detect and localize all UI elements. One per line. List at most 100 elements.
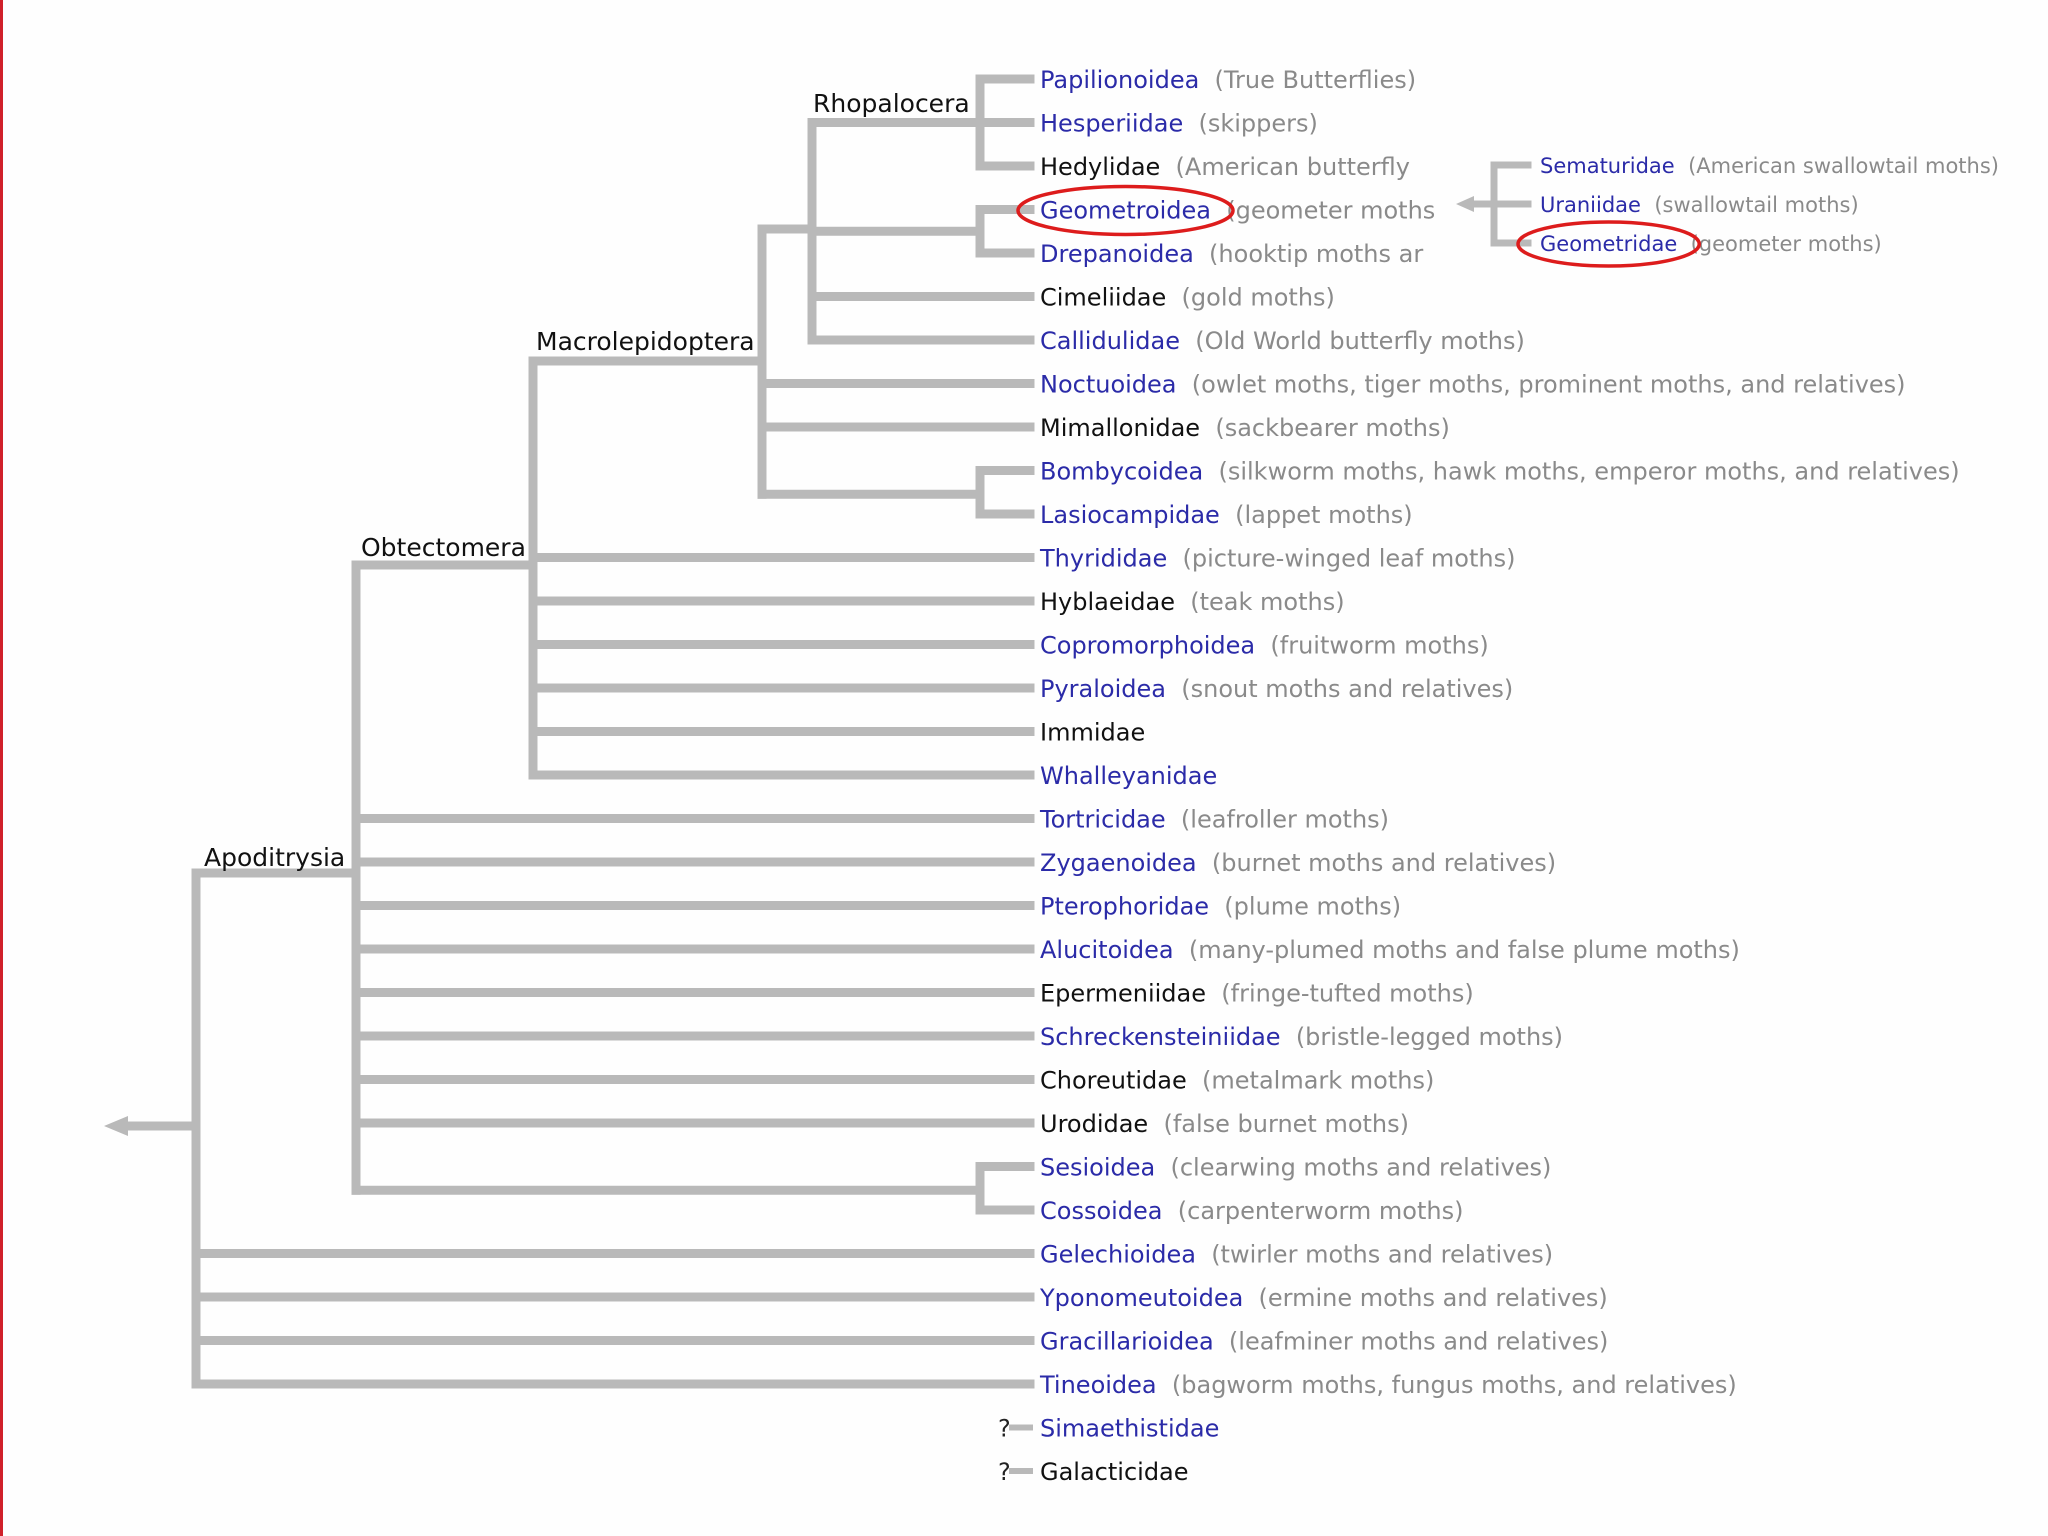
inset-taxon-label-geometridae[interactable]: Geometridae (geometer moths)	[1540, 232, 1882, 256]
taxon-description: (American butterfly	[1160, 153, 1410, 181]
taxon-description: (True Butterflies)	[1199, 66, 1416, 94]
inset-taxon-label-uraniidae[interactable]: Uraniidae (swallowtail moths)	[1540, 193, 1859, 217]
taxon-description: (lappet moths)	[1220, 501, 1413, 529]
taxon-name: Hyblaeidae	[1040, 588, 1175, 616]
taxon-name[interactable]: Drepanoidea	[1040, 240, 1194, 268]
taxon-name[interactable]: Pterophoridae	[1040, 893, 1209, 921]
taxon-description: (twirler moths and relatives)	[1196, 1241, 1553, 1269]
taxon-description: (plume moths)	[1209, 893, 1401, 921]
inset-taxon-name[interactable]: Uraniidae	[1540, 193, 1641, 217]
taxon-name: Immidae	[1040, 719, 1145, 747]
taxon-label-papilionoidea[interactable]: Papilionoidea (True Butterflies)	[1040, 66, 1416, 94]
taxon-description: (bagworm moths, fungus moths, and relati…	[1157, 1371, 1737, 1399]
clade-label-obtectomera: Obtectomera	[361, 533, 526, 562]
inset-taxon-label-sematuridae[interactable]: Sematuridae (American swallowtail moths)	[1540, 154, 1999, 178]
taxon-label-copromorphoidea[interactable]: Copromorphoidea (fruitworm moths)	[1040, 632, 1489, 660]
taxon-name[interactable]: Alucitoidea	[1040, 936, 1174, 964]
taxon-label-cossoidea[interactable]: Cossoidea (carpenterworm moths)	[1040, 1197, 1463, 1225]
clade-label-macrolepidoptera: Macrolepidoptera	[536, 327, 755, 356]
taxon-description: (snout moths and relatives)	[1166, 675, 1513, 703]
taxon-name[interactable]: Sesioidea	[1040, 1154, 1155, 1182]
taxon-name[interactable]: Geometroidea	[1040, 197, 1211, 225]
taxon-description: (silkworm moths, hawk moths, emperor mot…	[1203, 458, 1959, 486]
taxon-name[interactable]: Thyrididae	[1039, 545, 1167, 573]
taxon-label-tineoidea[interactable]: Tineoidea (bagworm moths, fungus moths, …	[1039, 1371, 1737, 1399]
taxon-label-callidulidae[interactable]: Callidulidae (Old World butterfly moths)	[1040, 327, 1525, 355]
taxon-description: (owlet moths, tiger moths, prominent mot…	[1177, 371, 1906, 399]
taxon-name[interactable]: Cossoidea	[1040, 1197, 1163, 1225]
taxon-label-immidae: Immidae	[1040, 719, 1145, 747]
taxon-name[interactable]: Papilionoidea	[1040, 66, 1199, 94]
taxon-name[interactable]: Noctuoidea	[1040, 371, 1177, 399]
taxon-label-bombycoidea[interactable]: Bombycoidea (silkworm moths, hawk moths,…	[1040, 458, 1960, 486]
taxon-name[interactable]: Simaethistidae	[1040, 1415, 1219, 1443]
taxon-label-sesioidea[interactable]: Sesioidea (clearwing moths and relatives…	[1040, 1154, 1551, 1182]
highlight-circle-geometridae	[1516, 220, 1701, 268]
taxon-label-whalleyanidae[interactable]: Whalleyanidae	[1040, 762, 1217, 790]
taxon-name[interactable]: Tineoidea	[1039, 1371, 1157, 1399]
page-left-border	[0, 0, 3, 1536]
taxon-name[interactable]: Bombycoidea	[1040, 458, 1203, 486]
inset-tree-branches	[1456, 161, 1532, 247]
taxon-description: (skippers)	[1183, 110, 1318, 138]
taxon-label-gracillarioidea[interactable]: Gracillarioidea (leafminer moths and rel…	[1040, 1328, 1608, 1356]
root-arrow-icon	[104, 1116, 128, 1136]
taxon-name: Choreutidae	[1040, 1067, 1187, 1095]
taxon-description: (carpenterworm moths)	[1163, 1197, 1464, 1225]
taxon-label-tortricidae[interactable]: Tortricidae (leafroller moths)	[1039, 806, 1389, 834]
taxon-name: Hedylidae	[1040, 153, 1160, 181]
highlight-circles	[1016, 184, 1701, 268]
taxon-label-drepanoidea[interactable]: Drepanoidea (hooktip moths ar	[1040, 240, 1423, 268]
taxon-name[interactable]: Hesperiidae	[1040, 110, 1183, 138]
taxon-label-mimallonidae: Mimallonidae (sackbearer moths)	[1040, 414, 1450, 442]
taxon-name[interactable]: Zygaenoidea	[1040, 849, 1197, 877]
taxon-name[interactable]: Gracillarioidea	[1040, 1328, 1214, 1356]
taxon-name: Mimallonidae	[1040, 414, 1200, 442]
taxa-labels: Papilionoidea (True Butterflies) Hesperii…	[998, 66, 1960, 1486]
taxon-label-alucitoidea[interactable]: Alucitoidea (many-plumed moths and false…	[1040, 936, 1740, 964]
taxon-description: (picture-winged leaf moths)	[1167, 545, 1515, 573]
taxon-description: (gold moths)	[1166, 284, 1335, 312]
taxon-description: (geometer moths	[1211, 197, 1435, 225]
taxon-label-pyraloidea[interactable]: Pyraloidea (snout moths and relatives)	[1040, 675, 1513, 703]
taxon-label-thyrididae[interactable]: Thyrididae (picture-winged leaf moths)	[1039, 545, 1515, 573]
taxon-description: (burnet moths and relatives)	[1197, 849, 1557, 877]
taxon-label-schreckensteiniidae[interactable]: Schreckensteiniidae (bristle-legged moth…	[1040, 1023, 1563, 1051]
taxon-description: (fringe-tufted moths)	[1206, 980, 1474, 1008]
taxon-label-choreutidae: Choreutidae (metalmark moths)	[1040, 1067, 1434, 1095]
taxon-name[interactable]: Yponomeutoidea	[1039, 1284, 1243, 1312]
taxon-description: (fruitworm moths)	[1255, 632, 1489, 660]
taxon-description: (Old World butterfly moths)	[1180, 327, 1525, 355]
taxon-name[interactable]: Tortricidae	[1039, 806, 1166, 834]
taxon-label-simaethistidae[interactable]: Simaethistidae	[1040, 1415, 1219, 1443]
taxon-label-pterophoridae[interactable]: Pterophoridae (plume moths)	[1040, 893, 1401, 921]
taxon-description: (clearwing moths and relatives)	[1155, 1154, 1551, 1182]
taxon-name[interactable]: Gelechioidea	[1040, 1241, 1196, 1269]
taxon-name[interactable]: Callidulidae	[1040, 327, 1180, 355]
inset-taxon-description: (geometer moths)	[1677, 232, 1881, 256]
taxon-description: (teak moths)	[1175, 588, 1345, 616]
taxon-label-hesperiidae[interactable]: Hesperiidae (skippers)	[1040, 110, 1318, 138]
taxon-description: (leafroller moths)	[1166, 806, 1389, 834]
taxon-description: (metalmark moths)	[1187, 1067, 1435, 1095]
taxon-name[interactable]: Pyraloidea	[1040, 675, 1166, 703]
taxon-name[interactable]: Whalleyanidae	[1040, 762, 1217, 790]
taxon-label-geometroidea[interactable]: Geometroidea (geometer moths	[1040, 197, 1435, 225]
taxon-name[interactable]: Lasiocampidae	[1040, 501, 1220, 529]
taxon-label-yponomeutoidea[interactable]: Yponomeutoidea (ermine moths and relativ…	[1039, 1284, 1608, 1312]
uncertain-mark: ?	[998, 1458, 1011, 1486]
taxon-label-gelechioidea[interactable]: Gelechioidea (twirler moths and relative…	[1040, 1241, 1553, 1269]
taxon-name: Epermeniidae	[1040, 980, 1206, 1008]
taxon-description: (leafminer moths and relatives)	[1214, 1328, 1609, 1356]
taxon-label-zygaenoidea[interactable]: Zygaenoidea (burnet moths and relatives)	[1040, 849, 1556, 877]
inset-taxon-name[interactable]: Sematuridae	[1540, 154, 1675, 178]
taxon-name[interactable]: Schreckensteiniidae	[1040, 1023, 1281, 1051]
inset-taxon-description: (American swallowtail moths)	[1675, 154, 1999, 178]
taxon-name[interactable]: Copromorphoidea	[1040, 632, 1255, 660]
taxon-label-lasiocampidae[interactable]: Lasiocampidae (lappet moths)	[1040, 501, 1413, 529]
taxon-label-noctuoidea[interactable]: Noctuoidea (owlet moths, tiger moths, pr…	[1040, 371, 1906, 399]
taxon-description: (hooktip moths ar	[1194, 240, 1424, 268]
taxon-name: Cimeliidae	[1040, 284, 1166, 312]
inset-taxon-name[interactable]: Geometridae	[1540, 232, 1677, 256]
